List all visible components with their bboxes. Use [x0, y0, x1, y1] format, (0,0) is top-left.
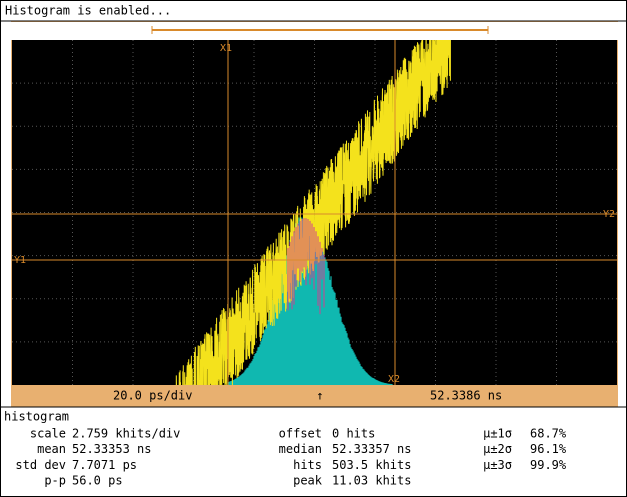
- measure-label: scale: [30, 427, 66, 441]
- measure-label: μ±2σ: [483, 442, 512, 456]
- status-text: Histogram is enabled...: [5, 4, 171, 18]
- timebase-marker: ↑: [316, 389, 323, 403]
- cursor-label: Y2: [603, 209, 615, 220]
- measure-value: 96.1%: [530, 442, 567, 456]
- timebase-position: 52.3386 ns: [430, 389, 502, 403]
- measure-label: mean: [37, 442, 66, 456]
- cursor-label: X1: [220, 43, 232, 54]
- measure-value: 7.7071 ps: [72, 458, 137, 472]
- measure-label: median: [279, 442, 322, 456]
- measurements: scale 2.759 khits/div mean 52.33353 ns std d…: [15, 427, 566, 488]
- cursor-label: X2: [388, 374, 400, 385]
- measure-label: p-p: [44, 474, 66, 488]
- measure-label: std dev: [15, 458, 66, 472]
- measure-value: 11.03 khits: [332, 474, 411, 488]
- overlap-marks: [287, 218, 325, 315]
- measure-value: 2.759 khits/div: [72, 427, 180, 441]
- cursor-label: Y1: [14, 255, 26, 266]
- measure-label: μ±3σ: [483, 458, 512, 472]
- measure-value: 99.9%: [530, 458, 567, 472]
- timebase-scale: 20.0 ps/div: [113, 389, 192, 403]
- measure-value: 56.0 ps: [72, 474, 123, 488]
- measure-label: hits: [293, 458, 322, 472]
- measure-value: 52.33353 ns: [72, 442, 151, 456]
- waveform-trace: [175, 40, 451, 385]
- timebase-strip: [12, 385, 617, 406]
- measure-value: 503.5 khits: [332, 458, 411, 472]
- measure-value: 68.7%: [530, 427, 567, 441]
- measure-value: 52.33357 ns: [332, 442, 411, 456]
- measure-label: μ±1σ: [483, 427, 512, 441]
- measure-label: peak: [293, 474, 323, 488]
- measure-value: 0 hits: [332, 427, 375, 441]
- waveform: [175, 40, 451, 385]
- measure-label: offset: [279, 427, 322, 441]
- histogram-title: histogram: [4, 410, 69, 424]
